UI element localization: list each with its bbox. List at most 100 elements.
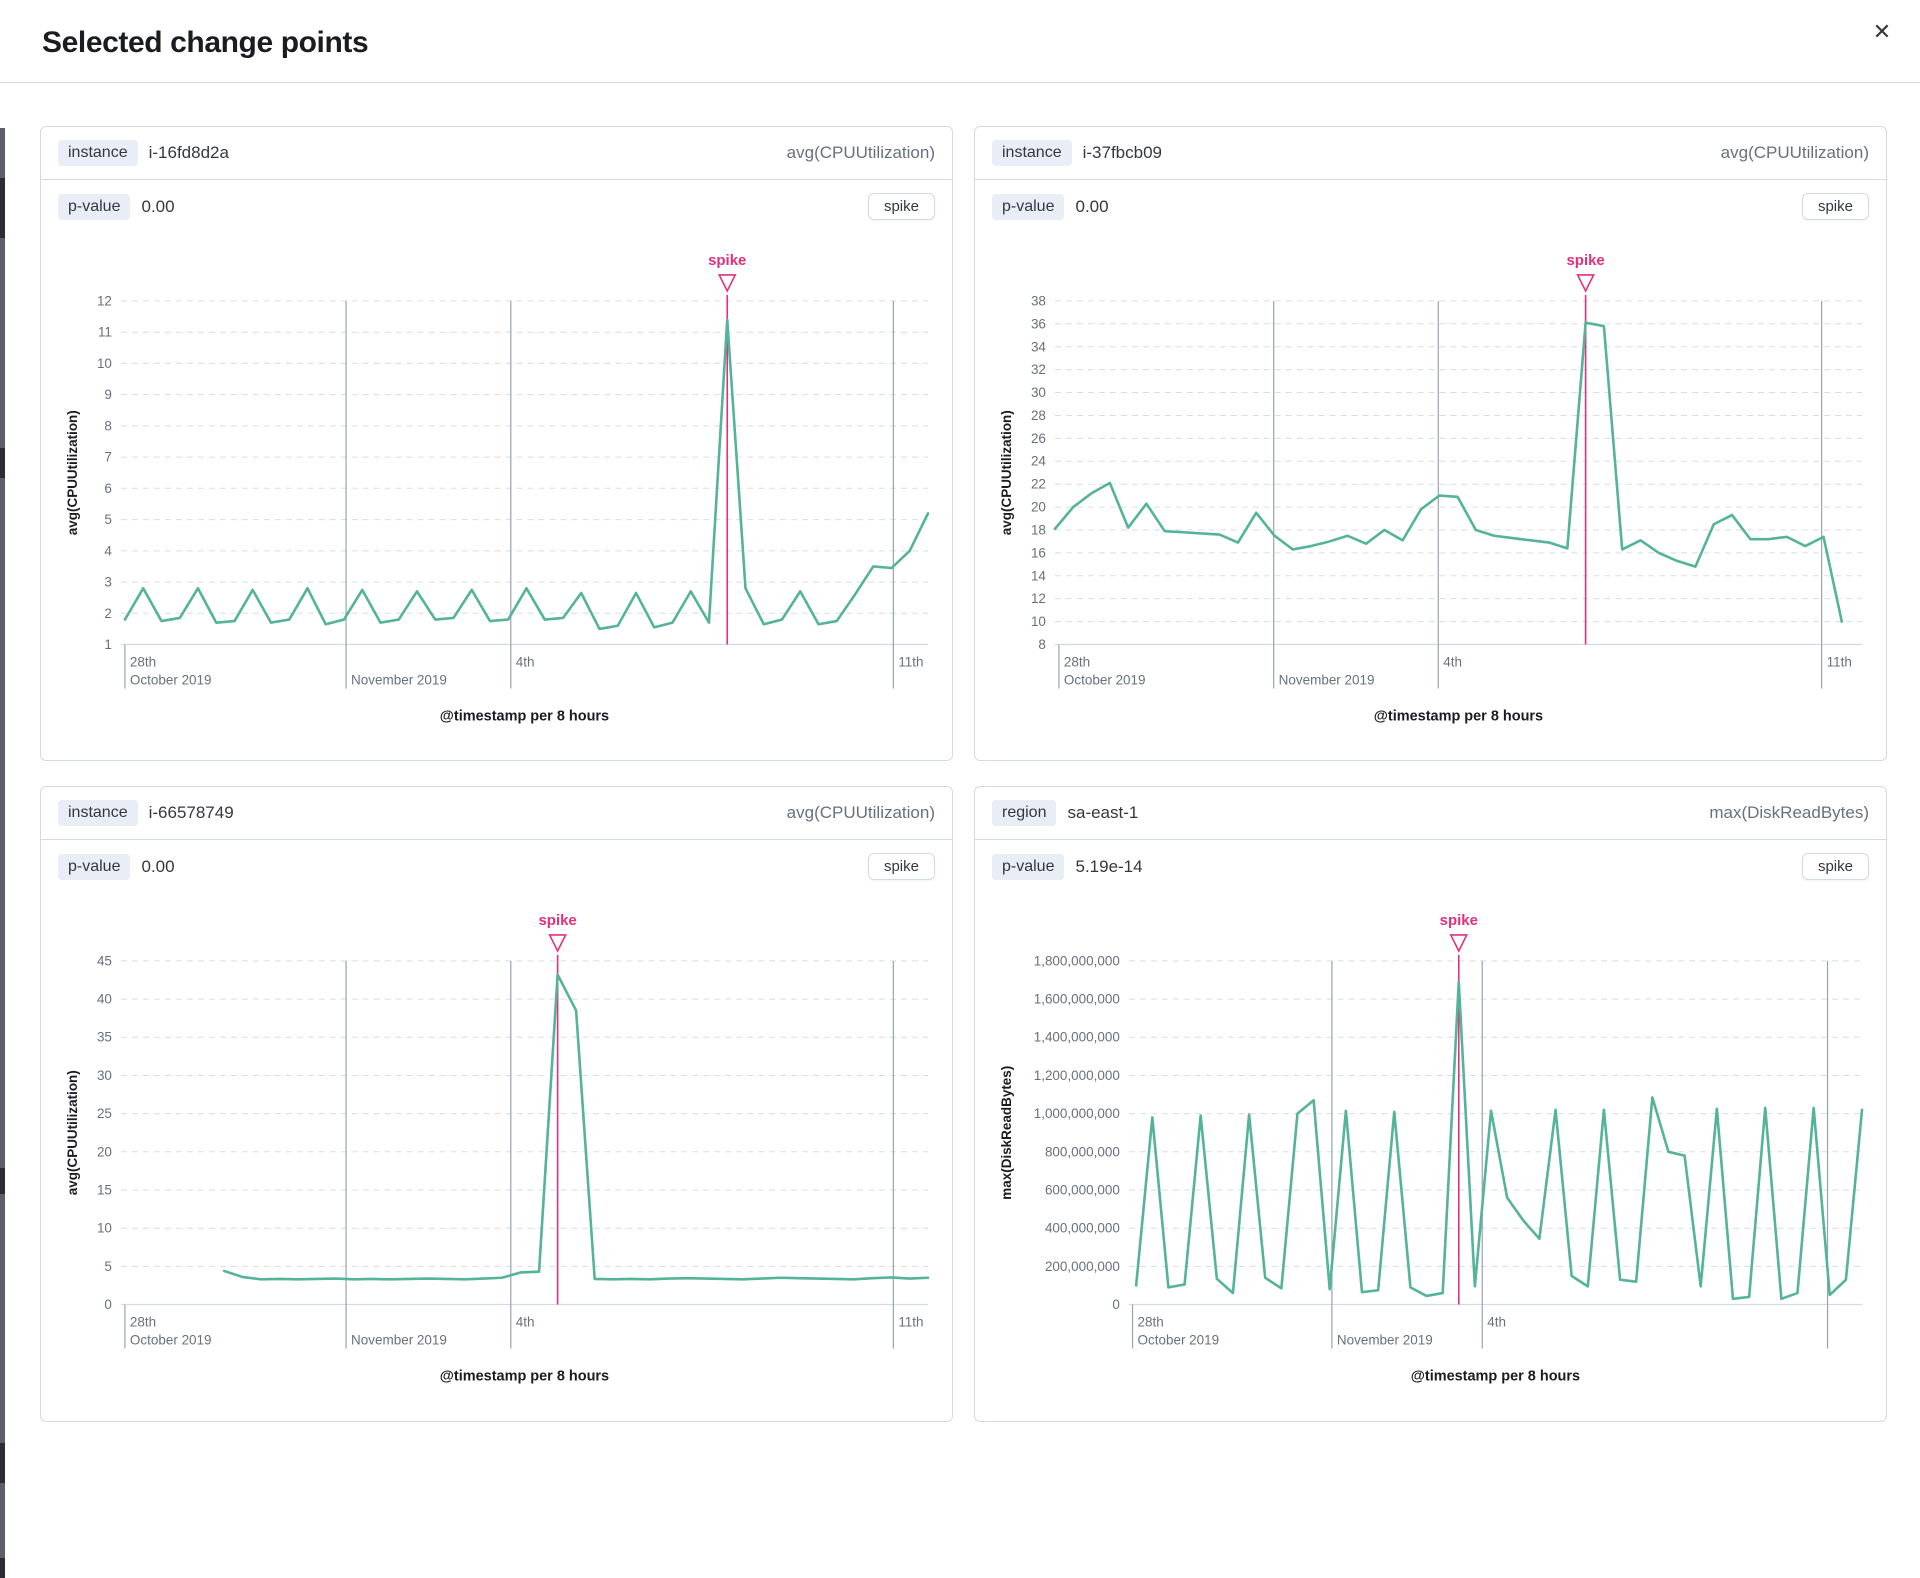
y-tick-label: 28 xyxy=(1031,408,1046,423)
y-tick-label: 200,000,000 xyxy=(1045,1259,1120,1274)
x-tick-label: 4th xyxy=(1443,655,1462,670)
y-tick-label: 4 xyxy=(104,543,112,558)
p-value: 0.00 xyxy=(141,856,175,876)
key-badge: region xyxy=(992,800,1057,827)
metric-label: avg(CPUUtilization) xyxy=(786,803,935,823)
spike-button[interactable]: spike xyxy=(1801,853,1869,881)
y-tick-label: 35 xyxy=(97,1030,112,1045)
y-tick-label: 1,400,000,000 xyxy=(1034,1030,1120,1045)
x-axis-title: @timestamp per 8 hours xyxy=(1411,1369,1580,1385)
spike-marker-icon xyxy=(717,274,737,293)
panel-pvalue-row: p-value 0.00 spike xyxy=(975,180,1886,233)
y-tick-label: 2 xyxy=(104,606,112,621)
series-line xyxy=(1134,981,1864,1301)
y-tick-label: 800,000,000 xyxy=(1045,1145,1120,1160)
spike-marker-icon xyxy=(1449,934,1469,954)
change-points-modal: Selected change points ✕ instance i-16fd… xyxy=(0,0,1920,1422)
spike-button[interactable]: spike xyxy=(867,193,935,220)
panel-header-row: instance i-16fd8d2a avg(CPUUtilization) xyxy=(41,127,952,180)
x-tick-label: 4th xyxy=(516,655,535,670)
metric-label: max(DiskReadBytes) xyxy=(1709,803,1869,823)
y-tick-label: 34 xyxy=(1031,339,1046,354)
y-tick-label: 0 xyxy=(104,1297,112,1312)
x-tick-label: 28th xyxy=(130,1315,156,1330)
change-point-panel: instance i-66578749 avg(CPUUtilization) … xyxy=(40,786,953,1422)
spike-annotation-label: spike xyxy=(538,912,576,929)
key-badge: instance xyxy=(992,140,1072,166)
spike-annotation-label: spike xyxy=(1440,912,1478,929)
page-title: Selected change points xyxy=(42,26,369,59)
y-tick-label: 5 xyxy=(104,1259,112,1274)
x-tick-label: 28th xyxy=(1064,655,1090,670)
x-tick-label: November 2019 xyxy=(1279,672,1375,687)
key-value: i-37fbcb09 xyxy=(1082,143,1162,162)
p-value: 0.00 xyxy=(141,196,175,216)
x-tick-label: October 2019 xyxy=(130,1333,212,1348)
y-axis-title: avg(CPUUtilization) xyxy=(999,410,1014,535)
x-axis-title: @timestamp per 8 hours xyxy=(440,1369,609,1385)
chart-svg: 0 200,000,000 400,000,000 600,000,000 800,00… xyxy=(999,912,1864,1385)
key-value: i-16fd8d2a xyxy=(148,143,229,162)
y-tick-label: 32 xyxy=(1031,362,1046,377)
x-axis-title: @timestamp per 8 hours xyxy=(440,708,609,724)
spike-marker-icon xyxy=(1576,274,1595,293)
p-value-badge: p-value xyxy=(58,193,131,220)
background-page-edge xyxy=(0,128,5,1578)
y-axis-title: avg(CPUUtilization) xyxy=(65,410,80,535)
y-tick-label: 600,000,000 xyxy=(1045,1183,1120,1198)
key-badge: instance xyxy=(58,800,138,827)
y-tick-label: 9 xyxy=(104,387,112,402)
y-tick-label: 1,000,000,000 xyxy=(1034,1107,1120,1122)
y-tick-label: 1,200,000,000 xyxy=(1034,1068,1120,1083)
modal-header: Selected change points ✕ xyxy=(0,0,1920,83)
x-tick-label: November 2019 xyxy=(351,1333,447,1348)
key-value: sa-east-1 xyxy=(1067,803,1139,823)
p-value-badge: p-value xyxy=(992,853,1065,880)
p-value-badge: p-value xyxy=(58,853,131,880)
y-tick-label: 7 xyxy=(104,450,112,465)
y-tick-label: 16 xyxy=(1031,545,1046,560)
y-tick-label: 10 xyxy=(97,1221,112,1236)
x-tick-label: 4th xyxy=(516,1315,535,1330)
x-tick-label: November 2019 xyxy=(351,672,447,687)
series-line xyxy=(222,973,930,1282)
y-tick-label: 10 xyxy=(1031,614,1046,629)
panel-header-row: instance i-37fbcb09 avg(CPUUtilization) xyxy=(975,127,1886,180)
y-tick-label: 5 xyxy=(104,512,112,527)
key-value: i-66578749 xyxy=(148,803,234,823)
p-value-badge: p-value xyxy=(992,193,1065,220)
panel-header-row: region sa-east-1 max(DiskReadBytes) xyxy=(975,787,1886,841)
x-tick-label: 28th xyxy=(1138,1315,1164,1330)
chart: 8 10 12 14 16 18 20 22 24 26 28 30 32 34 36 38 28th Octob… xyxy=(975,233,1886,760)
y-tick-label: 26 xyxy=(1031,431,1046,446)
y-tick-label: 1,600,000,000 xyxy=(1034,992,1120,1007)
p-value: 5.19e-14 xyxy=(1075,856,1143,876)
y-tick-label: 1 xyxy=(104,637,112,652)
panel-pvalue-row: p-value 0.00 spike xyxy=(41,840,952,893)
change-point-panel: region sa-east-1 max(DiskReadBytes) p-va… xyxy=(974,786,1887,1422)
y-tick-label: 40 xyxy=(97,992,112,1007)
y-tick-label: 3 xyxy=(104,575,112,590)
x-axis-title: @timestamp per 8 hours xyxy=(1374,708,1543,724)
y-tick-label: 18 xyxy=(1031,522,1046,537)
panel-pvalue-row: p-value 0.00 spike xyxy=(41,180,952,233)
spike-button[interactable]: spike xyxy=(867,853,935,881)
y-tick-label: 8 xyxy=(104,418,112,433)
series-line xyxy=(1053,321,1844,623)
spike-button[interactable]: spike xyxy=(1801,193,1869,220)
y-tick-label: 30 xyxy=(97,1068,112,1083)
y-tick-label: 12 xyxy=(1031,591,1046,606)
y-tick-label: 11 xyxy=(98,325,112,340)
spike-annotation-label: spike xyxy=(1566,252,1604,269)
close-icon[interactable]: ✕ xyxy=(1866,16,1898,48)
x-tick-label: October 2019 xyxy=(1064,672,1146,687)
chart: 0 200,000,000 400,000,000 600,000,000 800,00… xyxy=(975,893,1886,1420)
chart-svg: 8 10 12 14 16 18 20 22 24 26 28 30 32 34 36 38 28th Octob… xyxy=(999,252,1863,724)
x-tick-label: 11th xyxy=(1827,655,1852,670)
y-tick-label: 8 xyxy=(1038,637,1046,652)
y-tick-label: 1,800,000,000 xyxy=(1034,954,1120,969)
x-tick-label: 28th xyxy=(130,655,156,670)
x-tick-label: 11th xyxy=(898,655,923,670)
